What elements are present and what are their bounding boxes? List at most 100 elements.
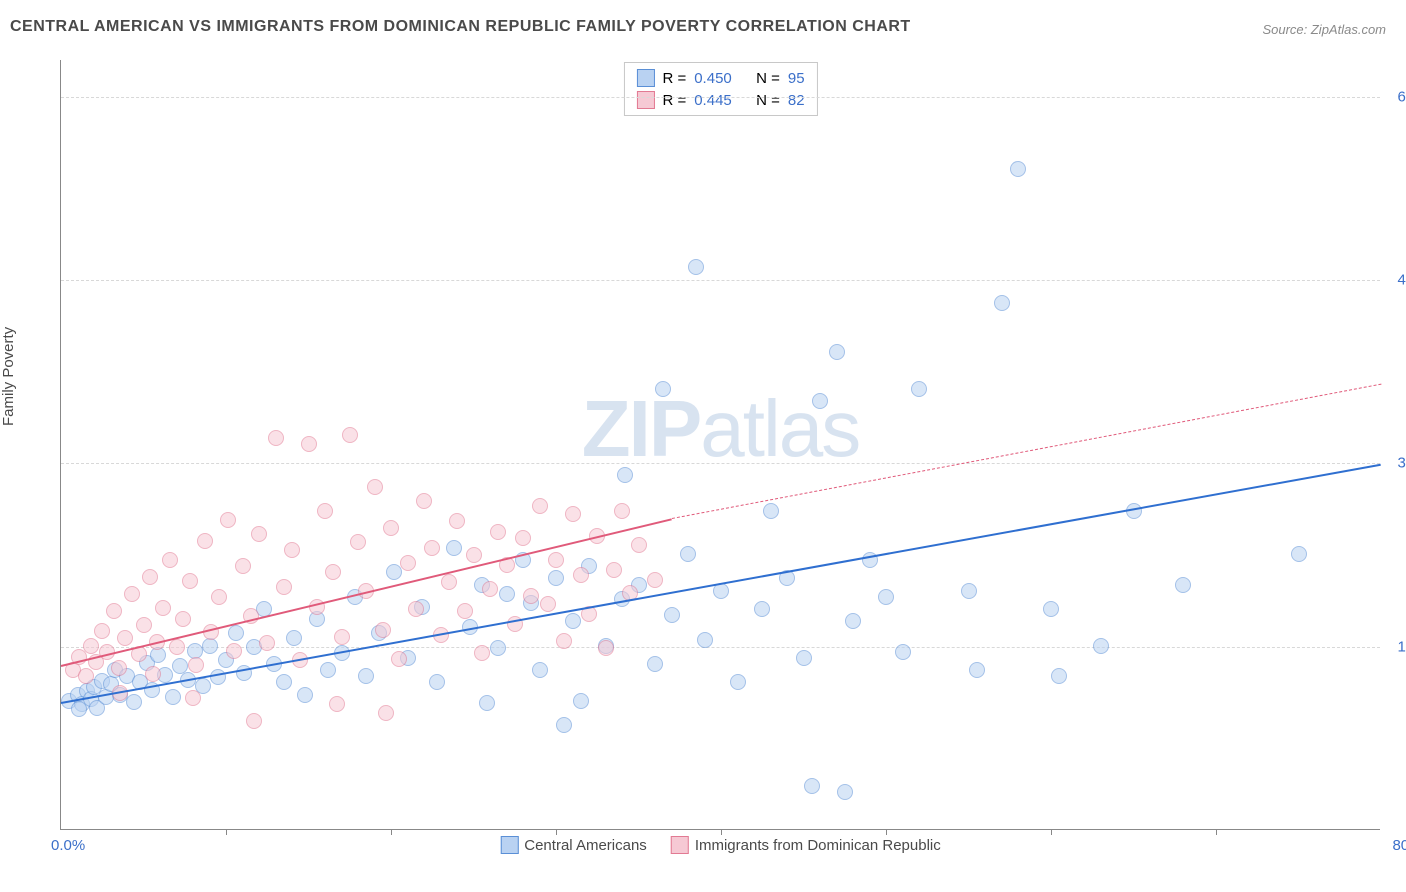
- scatter-point: [182, 573, 198, 589]
- scatter-point: [375, 622, 391, 638]
- scatter-point: [145, 666, 161, 682]
- scatter-point: [457, 603, 473, 619]
- scatter-point: [969, 662, 985, 678]
- scatter-point: [754, 601, 770, 617]
- legend-item-label-0: Central Americans: [524, 837, 647, 854]
- scatter-point: [416, 493, 432, 509]
- scatter-point: [126, 694, 142, 710]
- scatter-point: [614, 503, 630, 519]
- y-tick-label: 15.0%: [1385, 638, 1406, 655]
- scatter-point: [573, 693, 589, 709]
- scatter-point: [165, 689, 181, 705]
- scatter-point: [185, 690, 201, 706]
- chart-container: CENTRAL AMERICAN VS IMMIGRANTS FROM DOMI…: [10, 10, 1396, 882]
- x-tick-mark: [556, 829, 557, 835]
- scatter-point: [490, 640, 506, 656]
- scatter-point: [647, 656, 663, 672]
- chart-title: CENTRAL AMERICAN VS IMMIGRANTS FROM DOMI…: [10, 18, 911, 36]
- legend-stats-row-0: R = 0.450 N = 95: [636, 67, 804, 89]
- scatter-point: [117, 630, 133, 646]
- trend-line: [61, 518, 672, 667]
- scatter-point: [228, 625, 244, 641]
- watermark-prefix: ZIP: [582, 384, 700, 473]
- scatter-point: [1043, 601, 1059, 617]
- scatter-point: [83, 638, 99, 654]
- scatter-point: [1291, 546, 1307, 562]
- trend-line: [671, 384, 1381, 519]
- x-tick-min: 0.0%: [51, 837, 85, 854]
- scatter-point: [162, 552, 178, 568]
- legend-swatch-1: [636, 91, 654, 109]
- scatter-point: [391, 651, 407, 667]
- scatter-point: [276, 579, 292, 595]
- scatter-point: [565, 613, 581, 629]
- scatter-point: [334, 629, 350, 645]
- scatter-point: [482, 581, 498, 597]
- scatter-point: [730, 674, 746, 690]
- legend-stats: R = 0.450 N = 95 R = 0.445 N = 82: [623, 62, 817, 116]
- scatter-point: [573, 567, 589, 583]
- scatter-point: [474, 645, 490, 661]
- y-tick-label: 30.0%: [1385, 455, 1406, 472]
- scatter-point: [466, 547, 482, 563]
- scatter-point: [845, 613, 861, 629]
- scatter-point: [631, 537, 647, 553]
- scatter-point: [342, 427, 358, 443]
- scatter-point: [175, 611, 191, 627]
- legend-series: Central Americans Immigrants from Domini…: [500, 836, 940, 854]
- scatter-point: [106, 603, 122, 619]
- scatter-point: [606, 562, 622, 578]
- scatter-point: [1093, 638, 1109, 654]
- scatter-point: [548, 570, 564, 586]
- watermark-suffix: atlas: [700, 384, 859, 473]
- scatter-point: [220, 512, 236, 528]
- scatter-point: [259, 635, 275, 651]
- scatter-point: [235, 558, 251, 574]
- scatter-point: [697, 632, 713, 648]
- scatter-point: [142, 569, 158, 585]
- scatter-point: [556, 633, 572, 649]
- scatter-point: [994, 295, 1010, 311]
- r-value-0: 0.450: [694, 70, 732, 87]
- scatter-point: [317, 503, 333, 519]
- legend-item-swatch-0: [500, 836, 518, 854]
- scatter-point: [301, 436, 317, 452]
- scatter-point: [226, 643, 242, 659]
- r-label-1: R =: [662, 92, 686, 109]
- legend-swatch-0: [636, 69, 654, 87]
- scatter-point: [598, 640, 614, 656]
- grid-line: [61, 97, 1380, 98]
- scatter-point: [556, 717, 572, 733]
- scatter-point: [961, 583, 977, 599]
- x-tick-mark: [391, 829, 392, 835]
- scatter-point: [515, 530, 531, 546]
- scatter-point: [837, 784, 853, 800]
- scatter-point: [895, 644, 911, 660]
- scatter-point: [911, 381, 927, 397]
- x-tick-mark: [226, 829, 227, 835]
- scatter-point: [378, 705, 394, 721]
- scatter-point: [286, 630, 302, 646]
- scatter-point: [268, 430, 284, 446]
- x-tick-mark: [1216, 829, 1217, 835]
- scatter-point: [479, 695, 495, 711]
- scatter-point: [829, 344, 845, 360]
- scatter-point: [78, 668, 94, 684]
- r-label-0: R =: [662, 70, 686, 87]
- scatter-point: [251, 526, 267, 542]
- scatter-point: [446, 540, 462, 556]
- scatter-point: [246, 713, 262, 729]
- scatter-point: [94, 623, 110, 639]
- scatter-point: [532, 662, 548, 678]
- plot-area: ZIPatlas R = 0.450 N = 95 R = 0.445 N = …: [60, 60, 1380, 830]
- scatter-point: [150, 647, 166, 663]
- scatter-point: [329, 696, 345, 712]
- scatter-point: [71, 701, 87, 717]
- legend-item-swatch-1: [671, 836, 689, 854]
- scatter-point: [878, 589, 894, 605]
- x-tick-max: 80.0%: [1392, 837, 1406, 854]
- n-label-0: N =: [756, 70, 780, 87]
- scatter-point: [688, 259, 704, 275]
- scatter-point: [490, 524, 506, 540]
- scatter-point: [548, 552, 564, 568]
